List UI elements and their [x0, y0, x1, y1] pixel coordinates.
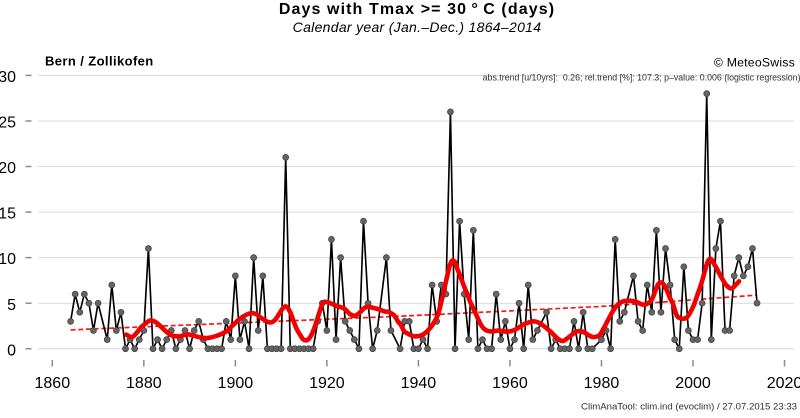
svg-text:Bern / Zollikofen: Bern / Zollikofen	[45, 54, 154, 69]
svg-text:1940: 1940	[401, 375, 437, 392]
svg-text:2020: 2020	[767, 375, 800, 392]
svg-text:Days with Tmax >= 30 ° C (days: Days with Tmax >= 30 ° C (days)	[279, 1, 555, 18]
svg-text:1920: 1920	[309, 375, 345, 392]
svg-text:1860: 1860	[35, 375, 71, 392]
svg-text:25: 25	[0, 115, 16, 132]
svg-text:© MeteoSwiss: © MeteoSwiss	[714, 56, 795, 70]
svg-text:1880: 1880	[126, 375, 162, 392]
svg-text:2000: 2000	[675, 375, 711, 392]
svg-text:ClimAnaTool: clim.ind (evoclim: ClimAnaTool: clim.ind (evoclim) / 27.07.…	[581, 402, 797, 413]
svg-text:20: 20	[0, 160, 16, 177]
svg-text:15: 15	[0, 206, 16, 223]
svg-text:10: 10	[0, 251, 16, 268]
svg-text:1900: 1900	[218, 375, 254, 392]
svg-text:1960: 1960	[492, 375, 528, 392]
svg-text:5: 5	[7, 297, 16, 314]
svg-text:30: 30	[0, 69, 16, 86]
svg-text:1980: 1980	[584, 375, 620, 392]
svg-text:abs.trend [u/10yrs]: 0.26; re: abs.trend [u/10yrs]: 0.26; rel.trend [%]…	[483, 73, 800, 83]
svg-text:0: 0	[7, 342, 16, 359]
svg-text:Calendar year (Jan.–Dec.) 1864: Calendar year (Jan.–Dec.) 1864–2014	[293, 19, 542, 35]
